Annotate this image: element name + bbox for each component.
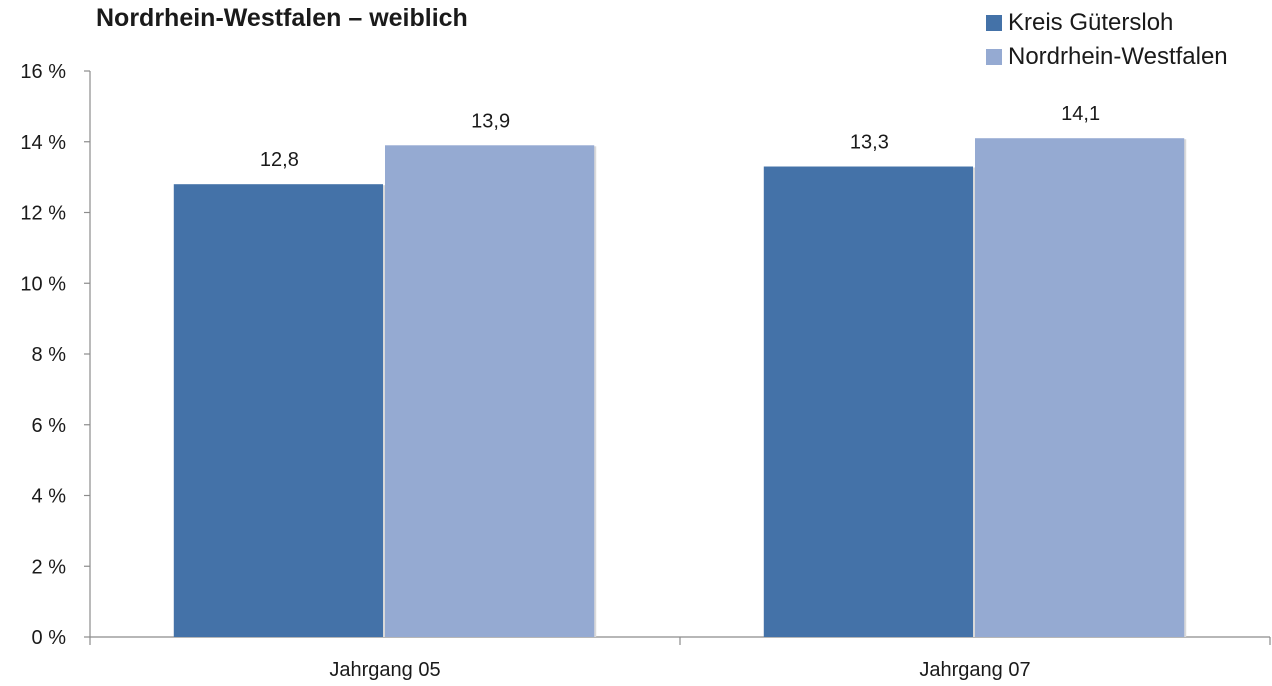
legend-label-kreis-guetersloh: Kreis Gütersloh: [1008, 9, 1174, 36]
legend-item-nordrhein-westfalen: Nordrhein-Westfalen: [986, 40, 1228, 74]
data-label: 13,3: [850, 132, 889, 154]
y-tick-label: 0 %: [32, 627, 67, 649]
data-label: 12,8: [260, 149, 299, 171]
bar: [763, 166, 973, 637]
chart-title: Nordrhein-Westfalen – weiblich: [96, 4, 468, 32]
bar: [385, 145, 595, 637]
x-tick-label: Jahrgang 05: [329, 659, 440, 681]
y-tick-label: 8 %: [32, 344, 67, 366]
legend-swatch-nordrhein-westfalen: [986, 49, 1002, 65]
data-label: 13,9: [471, 110, 510, 132]
y-tick-label: 2 %: [32, 556, 67, 578]
y-tick-label: 4 %: [32, 486, 67, 508]
legend: Kreis Gütersloh Nordrhein-Westfalen: [986, 6, 1228, 74]
y-tick-label: 14 %: [20, 132, 66, 154]
y-tick-label: 6 %: [32, 415, 67, 437]
y-tick-label: 16 %: [20, 61, 66, 83]
legend-label-nordrhein-westfalen: Nordrhein-Westfalen: [1008, 43, 1228, 70]
legend-item-kreis-guetersloh: Kreis Gütersloh: [986, 6, 1228, 40]
legend-swatch-kreis-guetersloh: [986, 15, 1002, 31]
x-tick-label: Jahrgang 07: [919, 659, 1030, 681]
bar: [173, 184, 383, 637]
data-label: 14,1: [1061, 103, 1100, 125]
y-tick-label: 12 %: [20, 203, 66, 225]
bar: [975, 138, 1185, 637]
y-tick-label: 10 %: [20, 273, 66, 295]
